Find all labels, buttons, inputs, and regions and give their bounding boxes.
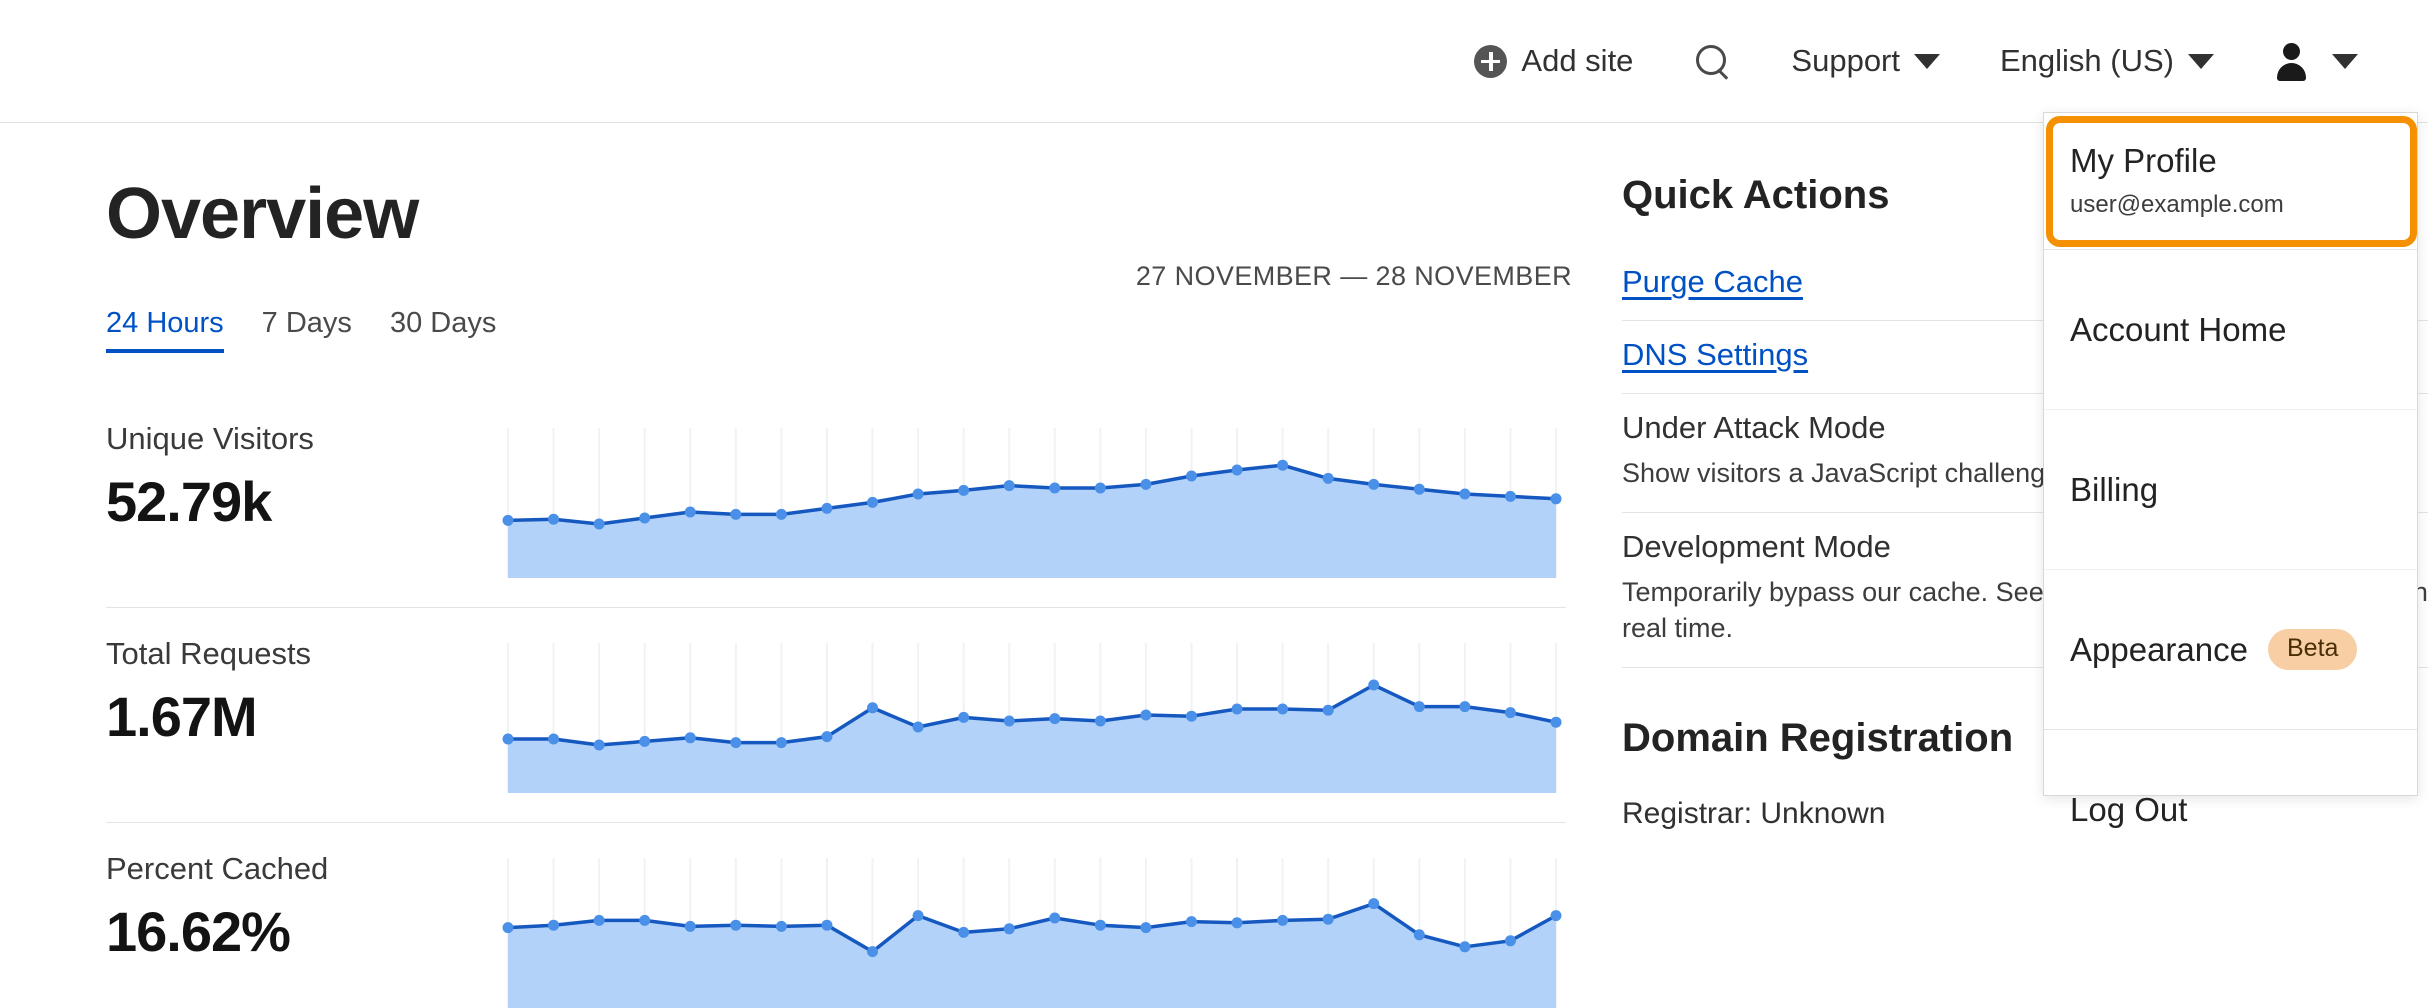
menu-item-appearance[interactable]: Appearance Beta (2044, 570, 2417, 730)
metric-value: 52.79k (106, 470, 272, 533)
language-label: English (US) (2000, 43, 2174, 78)
development-mode-label: Development Mode (1622, 528, 1891, 564)
support-label: Support (1791, 43, 1900, 78)
search-button[interactable] (1663, 35, 1761, 87)
highlight-ring (2046, 116, 2417, 247)
dns-settings-link[interactable]: DNS Settings (1622, 337, 1809, 372)
date-range-label: 27 NOVEMBER — 28 NOVEMBER (1135, 261, 1572, 291)
tab-30-days[interactable]: 30 Days (389, 307, 497, 339)
metric-value: 1.67M (106, 685, 258, 748)
add-site-button[interactable]: Add site (1444, 35, 1663, 87)
log-out-label: Log Out (2070, 791, 2188, 828)
support-menu[interactable]: Support (1761, 35, 1970, 87)
metric-label: Percent Cached (106, 851, 329, 886)
purge-cache-link[interactable]: Purge Cache (1622, 264, 1803, 299)
menu-item-billing[interactable]: Billing (2044, 410, 2417, 570)
menu-item-account-home[interactable]: Account Home (2044, 250, 2417, 410)
quick-actions-list: Purge Cache DNS Settings Under Attack Mo… (1622, 248, 2428, 668)
plus-circle-icon (1474, 44, 1508, 78)
my-profile-label: My Profile (2070, 142, 2217, 180)
metric-row-unique-visitors: Unique Visitors 52.79k (106, 393, 1566, 608)
menu-item-log-out[interactable]: Log Out (2044, 730, 2417, 890)
domain-registrar-line: Registrar: Unknown (1622, 796, 1886, 830)
quick-actions-title: Quick Actions (1622, 173, 1890, 217)
page-title: Overview (106, 174, 419, 254)
chevron-down-icon (1914, 53, 1940, 69)
search-icon (1693, 42, 1731, 80)
billing-label: Billing (2070, 470, 2159, 508)
overview-panel: Overview 24 Hours 7 Days 30 Days 27 NOVE… (106, 123, 1572, 1008)
sparkline-total-requests[interactable] (502, 641, 1562, 793)
sparkline-percent-cached[interactable] (502, 856, 1562, 1008)
appearance-label: Appearance (2070, 630, 2248, 668)
side-panel: Quick Actions Purge Cache DNS Settings U… (1622, 123, 2428, 1008)
my-profile-email: user@example.com (2070, 190, 2284, 218)
menu-item-my-profile[interactable]: My Profile user@example.com (2044, 113, 2417, 250)
top-nav-actions: Add site Support English (US) (1444, 0, 2388, 122)
account-home-label: Account Home (2070, 310, 2287, 348)
time-range-tabs: 24 Hours 7 Days 30 Days (106, 307, 1566, 353)
quick-action-purge-cache[interactable]: Purge Cache (1622, 248, 2428, 321)
quick-action-development-mode[interactable]: Development Mode Temporarily bypass our … (1622, 513, 2428, 668)
under-attack-mode-label: Under Attack Mode (1622, 410, 1886, 445)
user-avatar-icon (2274, 43, 2308, 81)
language-menu[interactable]: English (US) (1970, 35, 2244, 87)
top-navigation-bar: Add site Support English (US) (0, 0, 2428, 123)
chevron-down-icon (2188, 53, 2214, 69)
metric-label: Unique Visitors (106, 421, 314, 456)
main-content: Overview 24 Hours 7 Days 30 Days 27 NOVE… (0, 123, 2428, 1008)
quick-action-dns-settings[interactable]: DNS Settings (1622, 321, 2428, 394)
account-menu-button[interactable] (2244, 35, 2388, 87)
sparkline-unique-visitors[interactable] (502, 426, 1562, 578)
metrics-list: Unique Visitors 52.79k Total Requests 1.… (106, 393, 1566, 1008)
tab-24-hours[interactable]: 24 Hours (106, 307, 224, 353)
metric-row-total-requests: Total Requests 1.67M (106, 608, 1566, 823)
add-site-label: Add site (1521, 43, 1634, 78)
domain-registration-title: Domain Registration (1622, 715, 2014, 760)
beta-badge: Beta (2267, 629, 2358, 670)
metric-label: Total Requests (106, 636, 312, 671)
metric-value: 16.62% (106, 900, 291, 963)
tab-7-days[interactable]: 7 Days (261, 307, 352, 339)
account-dropdown-menu: My Profile user@example.com Account Home… (2043, 112, 2418, 828)
chevron-down-icon (2332, 53, 2358, 69)
metric-row-percent-cached: Percent Cached 16.62% (106, 823, 1566, 1008)
